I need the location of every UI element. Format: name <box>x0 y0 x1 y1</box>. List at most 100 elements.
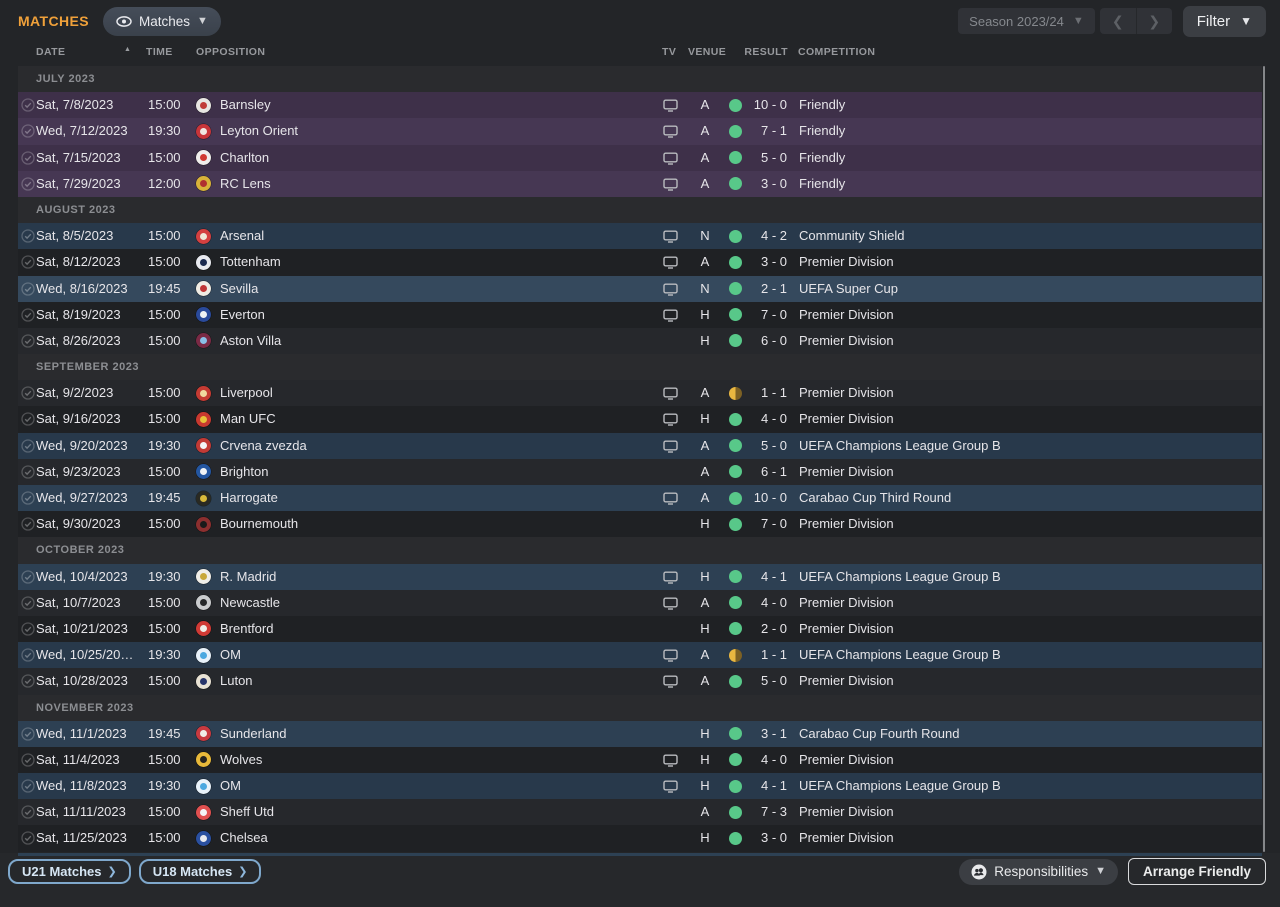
footer-right-controls: Responsibilities ▼ Arrange Friendly <box>959 858 1266 885</box>
footer-controls: U21 Matches ❯ U18 Matches ❯ Responsibili… <box>8 858 1266 885</box>
clipped-next-row <box>18 853 1262 856</box>
opposition-name: Everton <box>220 306 265 322</box>
venue-letter: H <box>700 516 710 532</box>
match-row[interactable]: Wed, 11/1/2023 19:45 Sunderland H 3 - 1 Carab… <box>18 720 1262 747</box>
competition-name: Premier Division <box>799 411 894 427</box>
competition-name: UEFA Champions League Group B <box>799 568 1001 584</box>
club-crest-core <box>200 442 207 450</box>
match-date: Sat, 10/21/2023 <box>36 620 128 636</box>
column-header-result[interactable]: RESULT <box>744 46 788 58</box>
match-row[interactable]: Sat, 7/29/2023 12:00 RC Lens A 3 - 0 Friendly <box>18 170 1262 197</box>
tv-icon <box>661 675 679 689</box>
next-season-button[interactable]: ❯ <box>1135 8 1172 34</box>
win-indicator-icon <box>729 491 742 505</box>
match-result: 5 - 0 <box>760 437 787 453</box>
responsibilities-button[interactable]: Responsibilities ▼ <box>959 858 1118 885</box>
column-header-time[interactable]: TIME <box>146 46 173 58</box>
tv-icon <box>661 649 679 662</box>
competition-name: Friendly <box>799 149 846 165</box>
win-indicator-icon <box>729 255 742 269</box>
competition-name: Premier Division <box>799 306 894 322</box>
match-row[interactable]: Wed, 10/4/2023 19:30 R. Madrid H 4 - 1 UEFA C… <box>18 563 1262 590</box>
tv-icon <box>661 125 679 139</box>
opposition-name: Tottenham <box>220 254 281 270</box>
match-row[interactable]: Sat, 8/19/2023 15:00 Everton H 7 - 0 Premier … <box>18 301 1262 328</box>
tv-icon <box>661 230 679 243</box>
season-selector[interactable]: Season 2023/24 ▼ <box>958 8 1095 34</box>
match-result: 4 - 2 <box>760 228 787 244</box>
match-row[interactable]: Wed, 11/8/2023 19:30 OM H 4 - 1 UEFA Champion… <box>18 773 1262 800</box>
competition-name: Premier Division <box>799 254 894 270</box>
match-row[interactable]: Wed, 8/16/2023 19:45 Sevilla N 2 - 1 UEFA Sup… <box>18 275 1262 302</box>
match-row[interactable]: Sat, 7/8/2023 15:00 Barnsley A 10 - 0 Friendl… <box>18 92 1262 119</box>
match-time: 19:45 <box>148 725 181 741</box>
match-row[interactable]: Wed, 9/20/2023 19:30 Crvena zvezda A 5 - 0 UE… <box>18 432 1262 459</box>
u18-matches-button[interactable]: U18 Matches ❯ <box>138 859 262 884</box>
match-result: 1 - 1 <box>760 647 787 663</box>
view-dropdown-label: Matches <box>138 13 191 29</box>
club-crest-core <box>200 834 207 842</box>
chevron-down-icon: ▼ <box>1095 865 1106 877</box>
match-row[interactable]: Sat, 11/25/2023 15:00 Chelsea H 3 - 0 Premier… <box>18 825 1262 852</box>
filter-button[interactable]: Filter ▼ <box>1182 5 1266 37</box>
match-time: 15:00 <box>148 254 181 270</box>
club-crest-core <box>200 677 207 685</box>
match-row[interactable]: Sat, 9/23/2023 15:00 Brighton A 6 - 1 Premier… <box>18 458 1262 485</box>
match-row[interactable]: Sat, 10/28/2023 15:00 Luton A 5 - 0 Premier D… <box>18 668 1262 695</box>
match-row[interactable]: Sat, 10/21/2023 15:00 Brentford H 2 - 0 Premi… <box>18 615 1262 643</box>
match-row[interactable]: Sat, 9/16/2023 15:00 Man UFC H 4 - 0 Premier … <box>18 406 1262 433</box>
match-row[interactable]: Sat, 11/4/2023 15:00 Wolves H 4 - 0 Premier D… <box>18 746 1262 774</box>
win-indicator-icon <box>729 334 742 348</box>
match-row[interactable]: Sat, 7/15/2023 15:00 Charlton A 5 - 0 Friendl… <box>18 144 1262 171</box>
opposition-name: Leyton Orient <box>220 123 299 139</box>
match-row[interactable]: Wed, 10/25/20… 19:30 OM A 1 - 1 UEFA Champion… <box>18 642 1262 669</box>
u21-matches-button[interactable]: U21 Matches ❯ <box>8 859 131 884</box>
view-dropdown[interactable]: Matches ▼ <box>102 6 221 36</box>
column-header-date[interactable]: DATE <box>36 46 66 58</box>
page-title: MATCHES <box>18 13 89 29</box>
venue-letter: H <box>700 332 710 348</box>
column-header-competition[interactable]: COMPETITION <box>798 46 876 58</box>
column-header-venue[interactable]: VENUE <box>688 46 727 58</box>
match-result: 4 - 0 <box>760 751 787 767</box>
played-check-icon <box>21 465 35 479</box>
opposition-name: Barnsley <box>220 97 271 113</box>
column-header-tv[interactable]: TV <box>662 46 677 58</box>
venue-letter: A <box>700 385 710 401</box>
opposition-name: Man UFC <box>220 411 276 427</box>
match-date: Sat, 7/15/2023 <box>36 149 121 165</box>
match-result: 4 - 1 <box>760 778 787 794</box>
match-date: Sat, 9/2/2023 <box>36 385 114 401</box>
club-crest <box>196 385 211 401</box>
club-crest-core <box>200 285 207 292</box>
tv-icon <box>661 440 679 453</box>
match-row[interactable]: Sat, 8/12/2023 15:00 Tottenham A 3 - 0 Premie… <box>18 249 1262 276</box>
month-header-label: OCTOBER 2023 <box>36 544 125 557</box>
match-date: Sat, 11/4/2023 <box>36 751 120 767</box>
match-row[interactable]: Wed, 7/12/2023 19:30 Leyton Orient A 7 - 1 Fr… <box>18 118 1262 145</box>
club-crest-core <box>200 808 207 816</box>
opposition-name: Sevilla <box>220 280 259 296</box>
match-row[interactable]: Sat, 8/26/2023 15:00 Aston Villa H 6 - 0 Prem… <box>18 327 1262 355</box>
match-row[interactable]: Sat, 11/11/2023 15:00 Sheff Utd A 7 - 3 Premi… <box>18 799 1262 826</box>
match-row[interactable]: Sat, 9/30/2023 15:00 Bournemouth H 7 - 0 Prem… <box>18 511 1262 538</box>
column-header-opposition[interactable]: OPPOSITION <box>196 46 266 58</box>
vertical-scrollbar[interactable] <box>1263 66 1265 852</box>
club-crest <box>196 673 211 689</box>
venue-letter: H <box>700 306 710 322</box>
arrange-friendly-button[interactable]: Arrange Friendly <box>1127 858 1266 885</box>
column-header-row: DATE ▲ TIME OPPOSITION TV VENUE RESULT C… <box>18 42 1262 64</box>
match-row[interactable]: Sat, 9/2/2023 15:00 Liverpool A 1 - 1 Premier… <box>18 380 1262 407</box>
match-row[interactable]: Wed, 9/27/2023 19:45 Harrogate A 10 - 0 Carab… <box>18 485 1262 512</box>
match-row[interactable]: Sat, 10/7/2023 15:00 Newcastle A 4 - 0 Premie… <box>18 589 1262 616</box>
match-date: Sat, 7/8/2023 <box>36 97 114 113</box>
club-crest <box>196 438 211 454</box>
match-row[interactable]: Sat, 8/5/2023 15:00 Arsenal N 4 - 2 Community… <box>18 223 1262 250</box>
match-time: 15:00 <box>148 149 181 165</box>
match-time: 15:00 <box>148 594 181 610</box>
win-indicator-icon <box>729 439 742 453</box>
match-time: 19:30 <box>148 778 181 794</box>
competition-name: UEFA Champions League Group B <box>799 647 1001 663</box>
played-check-icon <box>21 779 35 793</box>
previous-season-button[interactable]: ❮ <box>1099 8 1136 34</box>
